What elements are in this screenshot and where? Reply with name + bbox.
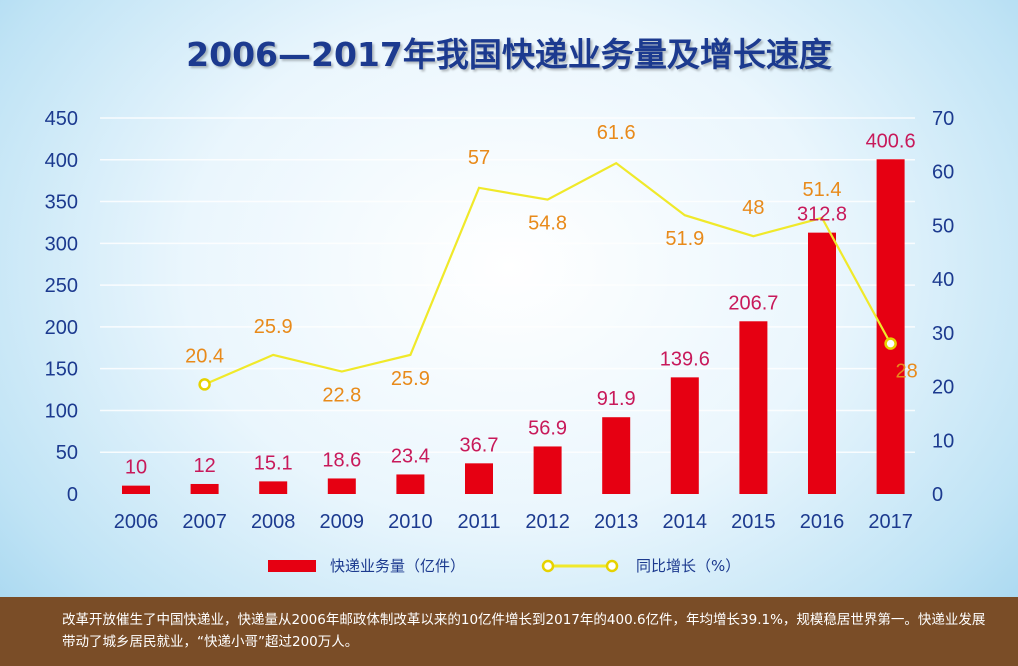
legend-bar-swatch xyxy=(268,560,316,572)
growth-line xyxy=(204,161,892,386)
x-tick-label: 2015 xyxy=(731,511,776,533)
line-value-label: 25.9 xyxy=(254,316,293,338)
bar xyxy=(327,478,356,494)
bar xyxy=(465,463,493,494)
bar-value-label: 206.7 xyxy=(728,292,778,314)
bar xyxy=(122,485,150,494)
line-value-label: 54.8 xyxy=(528,213,567,235)
legend-bar-label: 快递业务量（亿件） xyxy=(330,557,465,575)
x-axis: 2006 2007 2008 2009 2010 2011 2012 2013 2014 2015… xyxy=(114,511,913,533)
x-tick-label: 2016 xyxy=(800,511,845,533)
x-tick-label: 2007 xyxy=(182,511,227,533)
bar xyxy=(602,417,631,494)
bar-value-label: 312.8 xyxy=(797,204,847,226)
bar-value-label: 10 xyxy=(125,457,147,479)
line-labels: 20.4 25.9 22.8 25.9 57 54.8 61.6 51.9 48 51.4 28 xyxy=(185,122,918,406)
line-value-label: 22.8 xyxy=(322,385,361,407)
right-tick-label: 70 xyxy=(932,108,954,130)
footer-band: 改革开放催生了中国快递业，快递量从2006年邮政体制改革以来的10亿件增长到20… xyxy=(0,597,1018,666)
x-tick-label: 2013 xyxy=(594,511,639,533)
bar-value-label: 36.7 xyxy=(460,434,499,456)
bar-value-label: 56.9 xyxy=(528,417,567,439)
line-point-marker xyxy=(198,378,211,391)
x-tick-label: 2012 xyxy=(525,511,570,533)
bar-labels: 10 12 15.1 18.6 23.4 36.7 56.9 91.9 139.6 206.7 31… xyxy=(125,130,916,478)
line-value-label: 48 xyxy=(742,197,764,219)
left-tick-label: 400 xyxy=(45,150,78,172)
left-tick-label: 0 xyxy=(67,484,78,506)
right-tick-label: 0 xyxy=(932,484,943,506)
right-tick-label: 30 xyxy=(932,323,954,345)
bar-value-label: 139.6 xyxy=(660,348,710,370)
right-tick-label: 60 xyxy=(932,162,954,184)
line-value-label: 28 xyxy=(895,361,917,383)
bar xyxy=(670,377,699,494)
right-axis: 0 10 20 30 40 50 60 70 xyxy=(932,108,954,506)
line-value-label: 25.9 xyxy=(391,368,430,390)
left-tick-label: 300 xyxy=(45,233,78,255)
bar xyxy=(259,481,288,494)
line-value-label: 51.9 xyxy=(665,228,704,250)
line-point-marker xyxy=(884,337,897,350)
line-value-label: 57 xyxy=(468,147,490,169)
left-tick-label: 250 xyxy=(45,275,78,297)
bar-value-label: 18.6 xyxy=(322,449,361,471)
bar xyxy=(190,483,219,494)
left-tick-label: 150 xyxy=(45,359,78,381)
bar-value-label: 400.6 xyxy=(866,130,916,152)
right-tick-label: 20 xyxy=(932,377,954,399)
x-tick-label: 2014 xyxy=(663,511,708,533)
right-tick-label: 50 xyxy=(932,215,954,237)
legend: 快递业务量（亿件） 同比增长（%） xyxy=(268,557,740,575)
bar xyxy=(808,232,836,494)
x-tick-label: 2008 xyxy=(251,511,296,533)
x-tick-label: 2009 xyxy=(320,511,365,533)
left-tick-label: 350 xyxy=(45,192,78,214)
grid-lines xyxy=(100,117,915,453)
line-value-label: 20.4 xyxy=(185,345,224,367)
bar-series xyxy=(122,159,905,495)
line-series xyxy=(198,161,897,391)
left-tick-label: 50 xyxy=(56,442,78,464)
left-axis: 0 50 100 150 200 250 300 350 400 450 xyxy=(45,108,78,506)
left-tick-label: 200 xyxy=(45,317,78,339)
left-tick-label: 450 xyxy=(45,108,78,130)
chart-svg: 0 50 100 150 200 250 300 350 400 450 0 10 20 30 40 50 6… xyxy=(45,108,955,575)
x-tick-label: 2010 xyxy=(388,511,433,533)
bar-value-label: 12 xyxy=(193,455,215,477)
bar xyxy=(739,321,768,494)
x-tick-label: 2017 xyxy=(868,511,913,533)
bar-value-label: 23.4 xyxy=(391,445,430,467)
line-value-label: 51.4 xyxy=(803,179,842,201)
chart-title: 2006—2017年我国快递业务量及增长速度 xyxy=(186,35,832,74)
legend-line-marker xyxy=(541,559,555,573)
bar xyxy=(533,446,562,494)
x-tick-label: 2006 xyxy=(114,511,159,533)
bar xyxy=(396,474,425,494)
bar-value-label: 15.1 xyxy=(254,452,293,474)
right-tick-label: 10 xyxy=(932,430,954,452)
legend-line-label: 同比增长（%） xyxy=(636,557,740,575)
line-value-label: 61.6 xyxy=(597,122,636,144)
bar-value-label: 91.9 xyxy=(597,388,636,410)
right-tick-label: 40 xyxy=(932,269,954,291)
x-tick-label: 2011 xyxy=(457,511,500,533)
footer-text: 改革开放催生了中国快递业，快递量从2006年邮政体制改革以来的10亿件增长到20… xyxy=(62,612,986,650)
legend-line-marker xyxy=(605,559,619,573)
left-tick-label: 100 xyxy=(45,400,78,422)
